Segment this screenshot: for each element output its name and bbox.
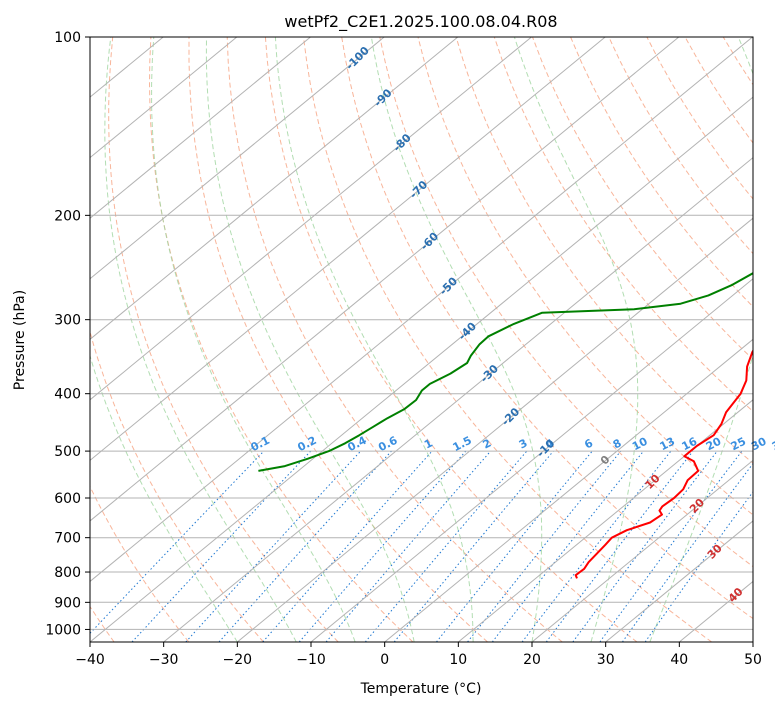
y-tick-label: 100 xyxy=(54,30,81,46)
x-tick-label: 20 xyxy=(523,652,541,668)
y-tick-label: 400 xyxy=(54,387,81,403)
dry-adiabat xyxy=(341,37,753,620)
mixing-ratio-line xyxy=(131,450,312,642)
isotherm-line xyxy=(90,37,238,159)
profile-series-2 xyxy=(258,272,753,472)
mixing-ratio-line xyxy=(90,450,265,635)
dry-adiabat xyxy=(264,37,638,642)
isotherm-line xyxy=(90,96,753,642)
y-tick-label: 500 xyxy=(54,444,81,460)
isotherm-line xyxy=(531,459,753,642)
mixing-ratio-label: 13 xyxy=(658,435,678,454)
isotherm-line xyxy=(236,217,753,642)
mixing-ratio-line xyxy=(262,450,433,642)
x-tick-label: −40 xyxy=(75,652,105,668)
mixing-ratio-line xyxy=(393,450,554,642)
moist-adiabat xyxy=(513,37,639,642)
y-tick-label: 200 xyxy=(54,208,81,224)
mixing-ratio-line xyxy=(218,450,392,642)
mixing-ratio-line xyxy=(364,450,528,642)
dry-adiabat xyxy=(761,37,775,642)
mixing-ratio-label: 10 xyxy=(630,435,650,454)
isotherm-line xyxy=(90,37,606,462)
background-lines xyxy=(0,37,775,642)
mixing-ratio-line xyxy=(621,462,753,642)
dry-adiabat xyxy=(570,37,753,308)
isotherm-line xyxy=(310,278,753,642)
isotherm-line xyxy=(163,157,753,642)
mixing-ratio-label: 30 xyxy=(749,435,769,454)
y-tick-label: 900 xyxy=(54,595,81,611)
dry-adiabat xyxy=(379,37,753,568)
mixing-ratio-line xyxy=(467,450,622,642)
mixing-ratio-label: 16 xyxy=(680,435,700,454)
dry-adiabat xyxy=(493,37,753,413)
mixing-ratio-line xyxy=(599,450,743,642)
plot-frame xyxy=(89,36,754,643)
profile-series-1 xyxy=(574,349,753,579)
chart-title: wetPf2_C2E1.2025.100.08.04.R08 xyxy=(284,12,557,32)
x-axis-title: Temperature (°C) xyxy=(360,681,482,697)
mixing-ratio-line xyxy=(644,491,753,642)
moist-adiabat xyxy=(151,37,356,642)
isotherm-line xyxy=(605,520,753,642)
moist-adiabat xyxy=(90,354,238,642)
isotherm-line xyxy=(90,37,753,583)
isotherm-line xyxy=(90,37,680,522)
grid-lines xyxy=(90,37,753,642)
x-tick-label: 50 xyxy=(744,652,762,668)
mixing-ratio-label: 25 xyxy=(729,435,749,454)
dry-adiabat xyxy=(226,37,563,642)
profile-lines xyxy=(258,272,753,579)
x-tick-label: −20 xyxy=(223,652,253,668)
dry-adiabat xyxy=(108,37,339,642)
moist-adiabat xyxy=(205,37,415,642)
isotherm-line xyxy=(457,399,753,642)
x-tick-label: 0 xyxy=(380,652,389,668)
dry-adiabat xyxy=(148,37,414,642)
plot-background xyxy=(90,37,753,642)
mixing-ratio-line xyxy=(545,450,694,642)
moist-adiabat xyxy=(274,37,474,642)
y-tick-label: 300 xyxy=(54,313,81,329)
y-tick-label: 700 xyxy=(54,531,81,547)
moist-adiabat xyxy=(104,37,297,642)
x-tick-label: 40 xyxy=(670,652,688,668)
isotherm-line xyxy=(90,37,532,401)
axis-ticks: −40 −30 −20 −10 0 10 20 30 40 50 100 200 300 400 500 60… xyxy=(45,30,762,668)
x-tick-label: 10 xyxy=(449,652,467,668)
isotherm-line xyxy=(90,37,311,219)
mixing-ratio-line xyxy=(572,450,718,642)
y-tick-label: 600 xyxy=(54,491,81,507)
isotherm-line xyxy=(90,37,385,280)
x-tick-label: 30 xyxy=(597,652,615,668)
dry-adiabat xyxy=(532,37,753,360)
mixing-ratio-line xyxy=(436,450,593,642)
y-axis-title: Pressure (hPa) xyxy=(12,290,28,390)
virtual-adiabat xyxy=(0,37,2,642)
x-tick-label: −30 xyxy=(149,652,179,668)
y-tick-label: 1000 xyxy=(45,622,81,638)
moist-adiabat xyxy=(370,37,543,642)
x-tick-label: −10 xyxy=(296,652,326,668)
mixing-ratio-label: 20 xyxy=(704,435,724,454)
dry-adiabat xyxy=(188,37,488,642)
isotherm-line xyxy=(752,641,753,642)
y-tick-label: 800 xyxy=(54,565,81,581)
mixing-ratio-label: 36 xyxy=(770,435,775,454)
isotherm-line xyxy=(90,37,459,340)
